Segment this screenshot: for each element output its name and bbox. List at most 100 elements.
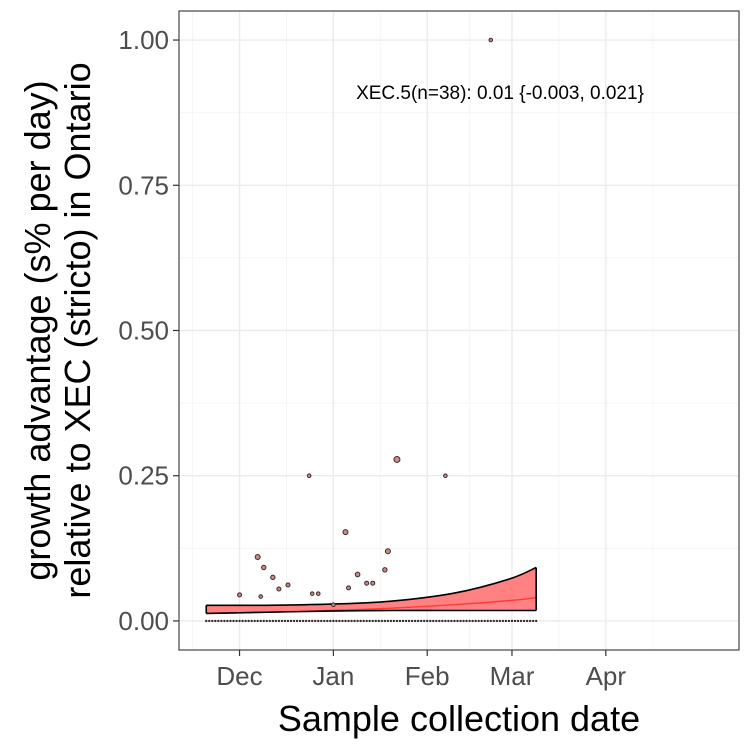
data-point-zero bbox=[244, 619, 247, 623]
data-point-zero bbox=[468, 619, 471, 623]
data-point-zero bbox=[377, 619, 380, 623]
data-point bbox=[382, 567, 388, 573]
data-point-zero bbox=[450, 619, 453, 623]
data-point-zero bbox=[332, 619, 335, 623]
data-point-zero bbox=[280, 619, 284, 623]
data-point bbox=[270, 574, 276, 581]
x-axis-title: Sample collection date bbox=[278, 698, 640, 739]
data-point-zero bbox=[223, 619, 226, 623]
data-point bbox=[285, 582, 291, 588]
data-point-zero bbox=[250, 619, 253, 623]
data-point-zero bbox=[238, 619, 241, 623]
data-point-zero bbox=[413, 619, 417, 623]
data-point-zero bbox=[310, 619, 314, 623]
data-point-zero bbox=[344, 619, 347, 623]
data-point-zero bbox=[531, 619, 535, 623]
data-point-zero bbox=[486, 619, 489, 623]
axis-ticks bbox=[173, 39, 607, 656]
y-tick-label: 0.75 bbox=[118, 170, 169, 200]
ribbon-layer bbox=[205, 566, 537, 615]
x-tick-label: Apr bbox=[586, 661, 627, 691]
data-point bbox=[276, 586, 282, 592]
data-point-zero bbox=[253, 619, 256, 623]
data-point-zero bbox=[268, 619, 272, 623]
points-layer bbox=[205, 37, 538, 623]
data-point-zero bbox=[401, 619, 405, 623]
data-point bbox=[393, 455, 401, 463]
data-point-zero bbox=[516, 619, 520, 623]
data-point bbox=[306, 473, 312, 479]
data-point-zero bbox=[429, 619, 432, 623]
data-point-zero bbox=[329, 619, 332, 623]
data-point-zero bbox=[298, 619, 302, 623]
data-point-zero bbox=[326, 619, 329, 623]
data-point-zero bbox=[262, 619, 265, 623]
data-point-zero bbox=[513, 619, 517, 623]
data-point-zero bbox=[217, 619, 220, 623]
data-point-zero bbox=[404, 619, 408, 623]
data-point-zero bbox=[522, 619, 526, 623]
data-point-zero bbox=[271, 619, 275, 623]
data-point-zero bbox=[277, 619, 281, 623]
data-point-zero bbox=[480, 619, 483, 623]
data-point-zero bbox=[453, 619, 456, 623]
data-point-zero bbox=[317, 619, 320, 623]
data-point-zero bbox=[295, 619, 299, 623]
y-tick-labels: 0.00 0.25 0.50 0.75 1.00 bbox=[118, 25, 169, 636]
data-point-zero bbox=[492, 619, 496, 623]
data-point-zero bbox=[265, 619, 268, 623]
data-point-zero bbox=[368, 619, 371, 623]
data-point bbox=[309, 591, 315, 596]
data-point-zero bbox=[356, 619, 359, 623]
data-point bbox=[258, 594, 264, 599]
data-point bbox=[346, 585, 352, 591]
data-point-zero bbox=[226, 619, 229, 623]
data-point-zero bbox=[422, 619, 426, 623]
y-tick-label: 0.25 bbox=[118, 461, 169, 491]
data-point bbox=[261, 564, 267, 571]
data-point-zero bbox=[534, 619, 538, 623]
data-point-zero bbox=[359, 619, 362, 623]
lower-bound-line bbox=[206, 609, 537, 615]
data-point-zero bbox=[438, 619, 441, 623]
data-point-zero bbox=[286, 619, 290, 623]
data-point bbox=[237, 592, 243, 598]
data-point-zero bbox=[395, 619, 399, 623]
data-point-zero bbox=[432, 619, 435, 623]
data-point-zero bbox=[380, 619, 384, 623]
data-point-zero bbox=[504, 619, 508, 623]
fit-annotation: XEC.5(n=38): 0.01 {-0.003, 0.021} bbox=[356, 83, 644, 104]
data-point-zero bbox=[410, 619, 414, 623]
data-point bbox=[354, 571, 361, 578]
data-point bbox=[364, 580, 370, 586]
data-point-zero bbox=[407, 619, 411, 623]
data-point-zero bbox=[441, 619, 444, 623]
data-point-zero bbox=[350, 619, 353, 623]
x-tick-label: Feb bbox=[405, 661, 450, 691]
upper-bound-line bbox=[206, 566, 537, 607]
data-point-zero bbox=[211, 619, 214, 623]
data-point bbox=[342, 529, 349, 536]
data-point-zero bbox=[323, 619, 326, 623]
data-point-zero bbox=[462, 619, 465, 623]
data-point-zero bbox=[205, 619, 208, 623]
data-point-zero bbox=[256, 619, 259, 623]
data-point bbox=[443, 473, 448, 479]
data-point-zero bbox=[389, 619, 393, 623]
x-tick-labels: Dec Jan Feb Mar Apr bbox=[216, 661, 626, 691]
data-point-zero bbox=[419, 619, 423, 623]
y-tick-label: 0.50 bbox=[118, 316, 169, 346]
data-point-zero bbox=[214, 619, 217, 623]
y-axis-title-line-1: growth advantage (s% per day) bbox=[17, 80, 58, 580]
data-point bbox=[331, 602, 336, 607]
data-point-zero bbox=[241, 619, 244, 623]
data-point-zero bbox=[347, 619, 350, 623]
data-point-zero bbox=[489, 619, 492, 623]
y-tick-label: 0.00 bbox=[118, 606, 169, 636]
data-point-zero bbox=[528, 619, 532, 623]
data-point-zero bbox=[314, 619, 317, 623]
data-point-zero bbox=[247, 619, 250, 623]
data-point-zero bbox=[259, 619, 262, 623]
